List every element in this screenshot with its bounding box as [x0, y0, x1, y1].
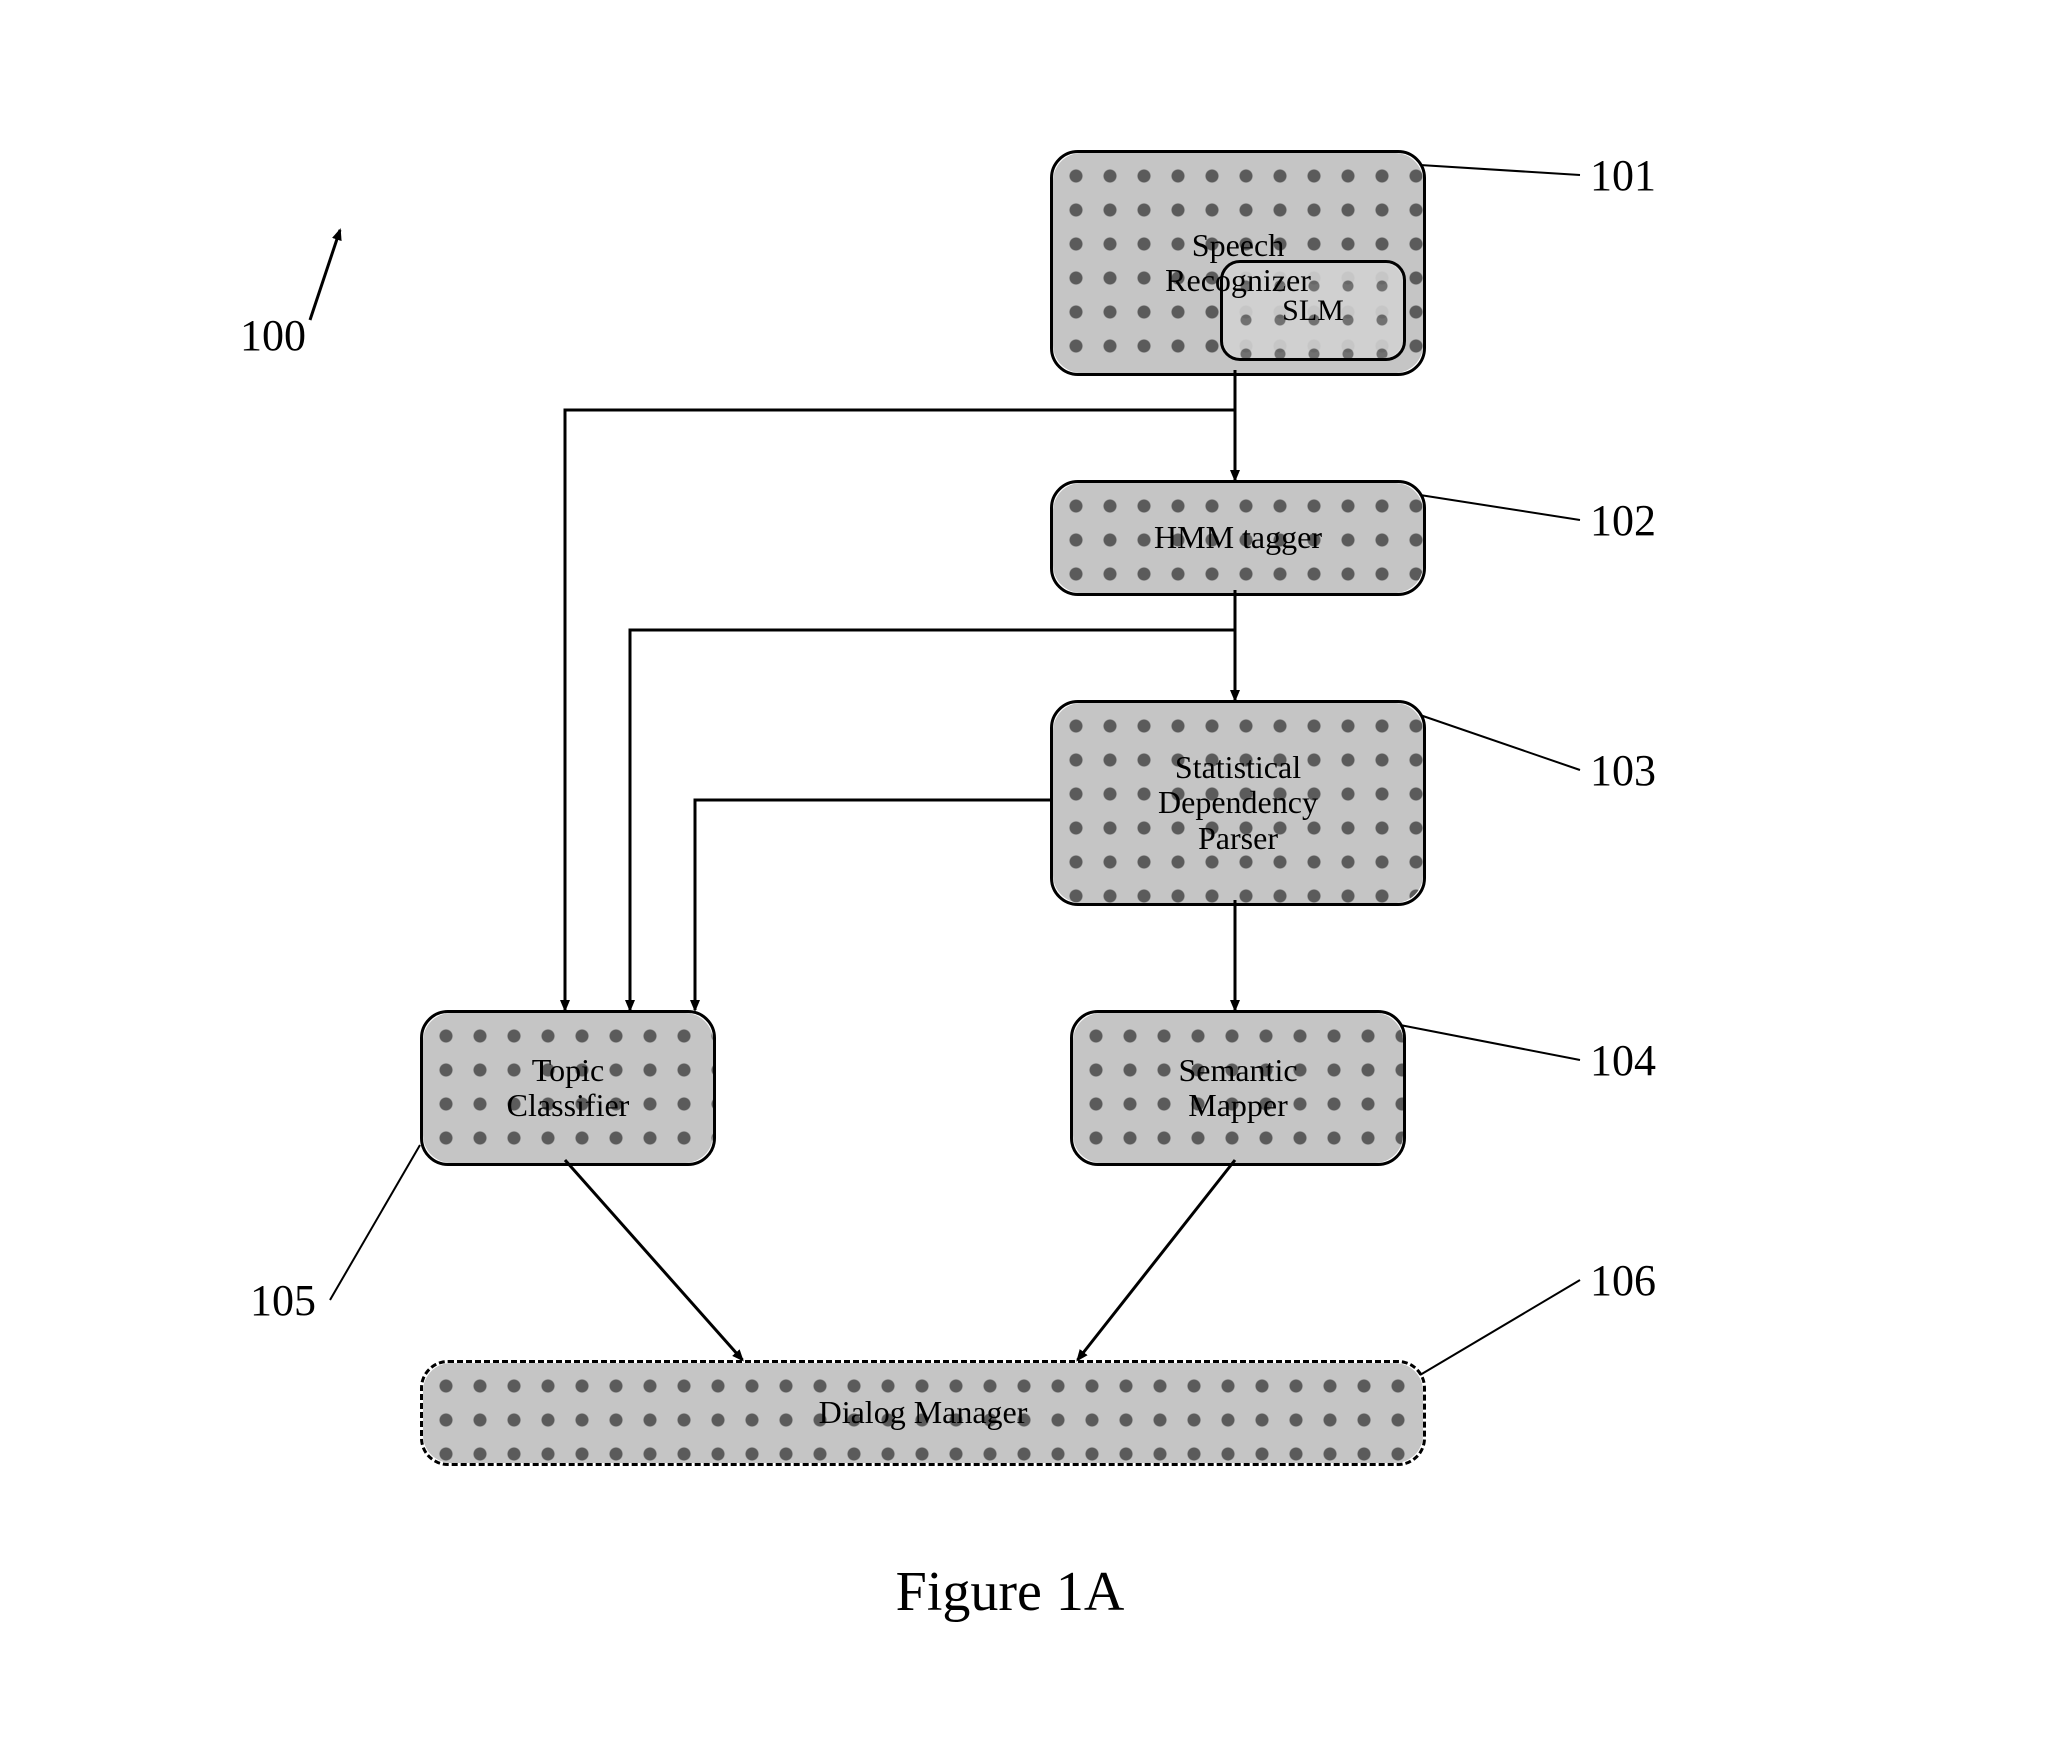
node-label: StatisticalDependencyParser	[1148, 750, 1328, 856]
ref-number: 103	[1590, 745, 1656, 796]
ref-number: 106	[1590, 1255, 1656, 1306]
node-label: SLM	[1272, 294, 1354, 328]
figure-ref-100: 100	[240, 310, 306, 361]
ref-number: 104	[1590, 1035, 1656, 1086]
node-statistical-dependency-parser: StatisticalDependencyParser	[1050, 700, 1426, 906]
node-semantic-mapper: SemanticMapper	[1070, 1010, 1406, 1166]
arrows-overlay	[0, 0, 2053, 1742]
diagram-canvas: SpeechRecognizer SLM HMM tagger Statisti…	[0, 0, 2053, 1742]
ref-number: 101	[1590, 150, 1656, 201]
node-dialog-manager: Dialog Manager	[420, 1360, 1426, 1466]
ref-number: 102	[1590, 495, 1656, 546]
node-topic-classifier: TopicClassifier	[420, 1010, 716, 1166]
node-label: SemanticMapper	[1168, 1053, 1307, 1123]
figure-caption: Figure 1A	[760, 1560, 1260, 1624]
node-label: TopicClassifier	[497, 1053, 640, 1123]
node-label: HMM tagger	[1144, 520, 1332, 555]
node-label: Dialog Manager	[809, 1395, 1038, 1430]
node-hmm-tagger: HMM tagger	[1050, 480, 1426, 596]
node-label: SpeechRecognizer	[1155, 228, 1321, 298]
ref-number: 105	[250, 1275, 316, 1326]
